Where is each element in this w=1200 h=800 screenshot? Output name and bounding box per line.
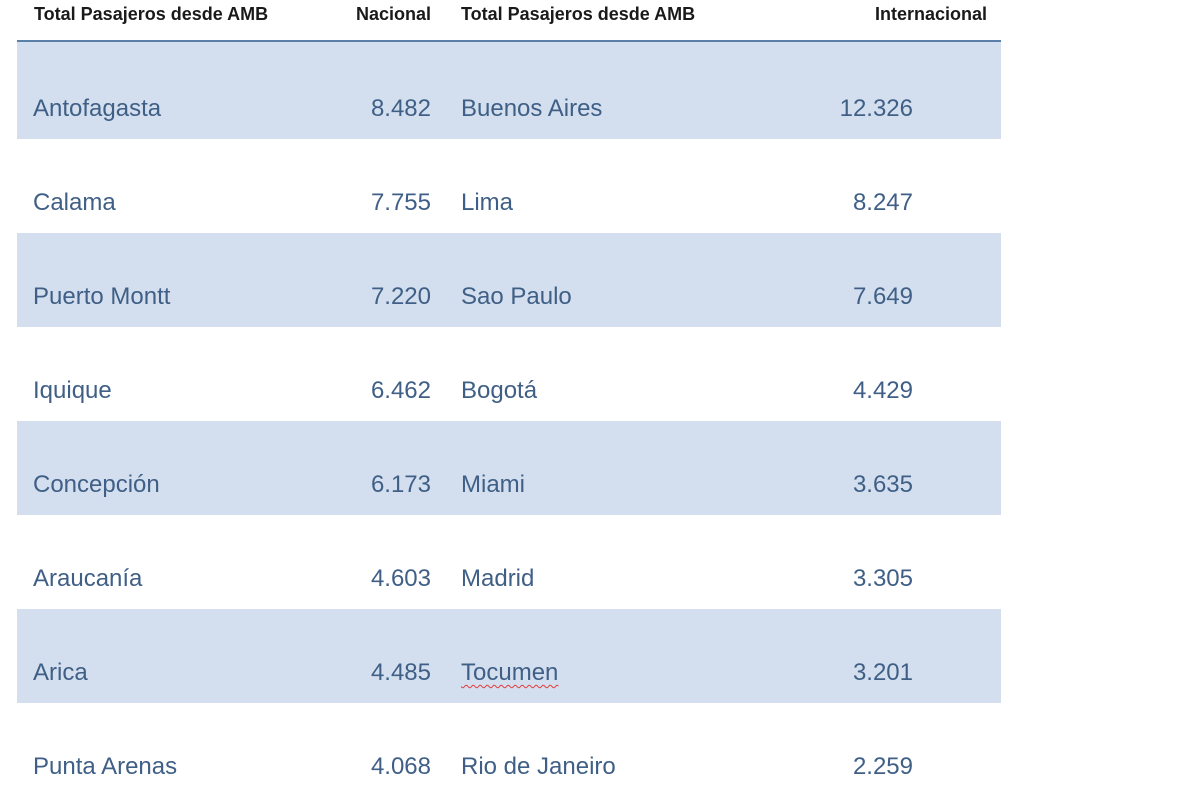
internacional-city: Sao Paulo	[461, 283, 572, 310]
internacional-city: Rio de Janeiro	[461, 753, 616, 780]
nacional-value: 4.485	[370, 659, 431, 686]
header-nacional: Nacional	[355, 4, 431, 24]
nacional-city: Araucanía	[33, 565, 143, 592]
internacional-value: 7.649	[852, 283, 913, 310]
table-row: Calama 7.755 Lima 8.247	[17, 139, 1001, 233]
table-header: Total Pasajeros desde AMB Nacional Total…	[17, 0, 1001, 42]
table-row: Araucanía 4.603 Madrid 3.305	[17, 515, 1001, 609]
nacional-value: 7.220	[370, 283, 431, 310]
nacional-value: 4.068	[370, 753, 431, 780]
table-row: Puerto Montt 7.220 Sao Paulo 7.649	[17, 233, 1001, 327]
internacional-city: Miami	[461, 471, 525, 498]
nacional-value: 6.462	[370, 377, 431, 404]
nacional-city: Concepción	[33, 471, 160, 498]
nacional-value: 8.482	[370, 95, 431, 122]
passenger-table: Total Pasajeros desde AMB Nacional Total…	[17, 0, 1001, 797]
internacional-city: Lima	[461, 189, 514, 216]
internacional-value: 12.326	[839, 95, 913, 122]
internacional-value: 3.305	[852, 565, 913, 592]
header-internacional-destination: Total Pasajeros desde AMB	[461, 4, 696, 24]
table-row: Arica 4.485 Tocumen 3.201	[17, 609, 1001, 703]
internacional-value: 2.259	[852, 753, 913, 780]
nacional-city: Arica	[33, 659, 88, 686]
internacional-city: Buenos Aires	[461, 95, 603, 122]
nacional-city: Antofagasta	[33, 95, 162, 122]
internacional-value: 3.635	[852, 471, 913, 498]
header-internacional: Internacional	[874, 4, 987, 24]
internacional-city: Madrid	[461, 565, 535, 592]
nacional-city: Calama	[33, 189, 116, 216]
internacional-city: Bogotá	[461, 377, 538, 404]
table-row: Punta Arenas 4.068 Rio de Janeiro 2.259	[17, 703, 1001, 797]
table-row: Antofagasta 8.482 Buenos Aires 12.326	[17, 42, 1001, 139]
table-body: Antofagasta 8.482 Buenos Aires 12.326 Ca…	[17, 42, 1001, 797]
internacional-value: 8.247	[852, 189, 913, 216]
table-row: Concepción 6.173 Miami 3.635	[17, 421, 1001, 515]
table-row: Iquique 6.462 Bogotá 4.429	[17, 327, 1001, 421]
nacional-city: Puerto Montt	[33, 283, 171, 310]
internacional-value: 4.429	[852, 377, 913, 404]
nacional-city: Punta Arenas	[33, 753, 178, 780]
internacional-city: Tocumen	[461, 659, 559, 686]
nacional-value: 7.755	[370, 189, 431, 216]
header-nacional-destination: Total Pasajeros desde AMB	[34, 4, 269, 24]
internacional-value: 3.201	[852, 659, 913, 686]
nacional-city: Iquique	[33, 377, 112, 404]
nacional-value: 6.173	[370, 471, 431, 498]
nacional-value: 4.603	[370, 565, 431, 592]
